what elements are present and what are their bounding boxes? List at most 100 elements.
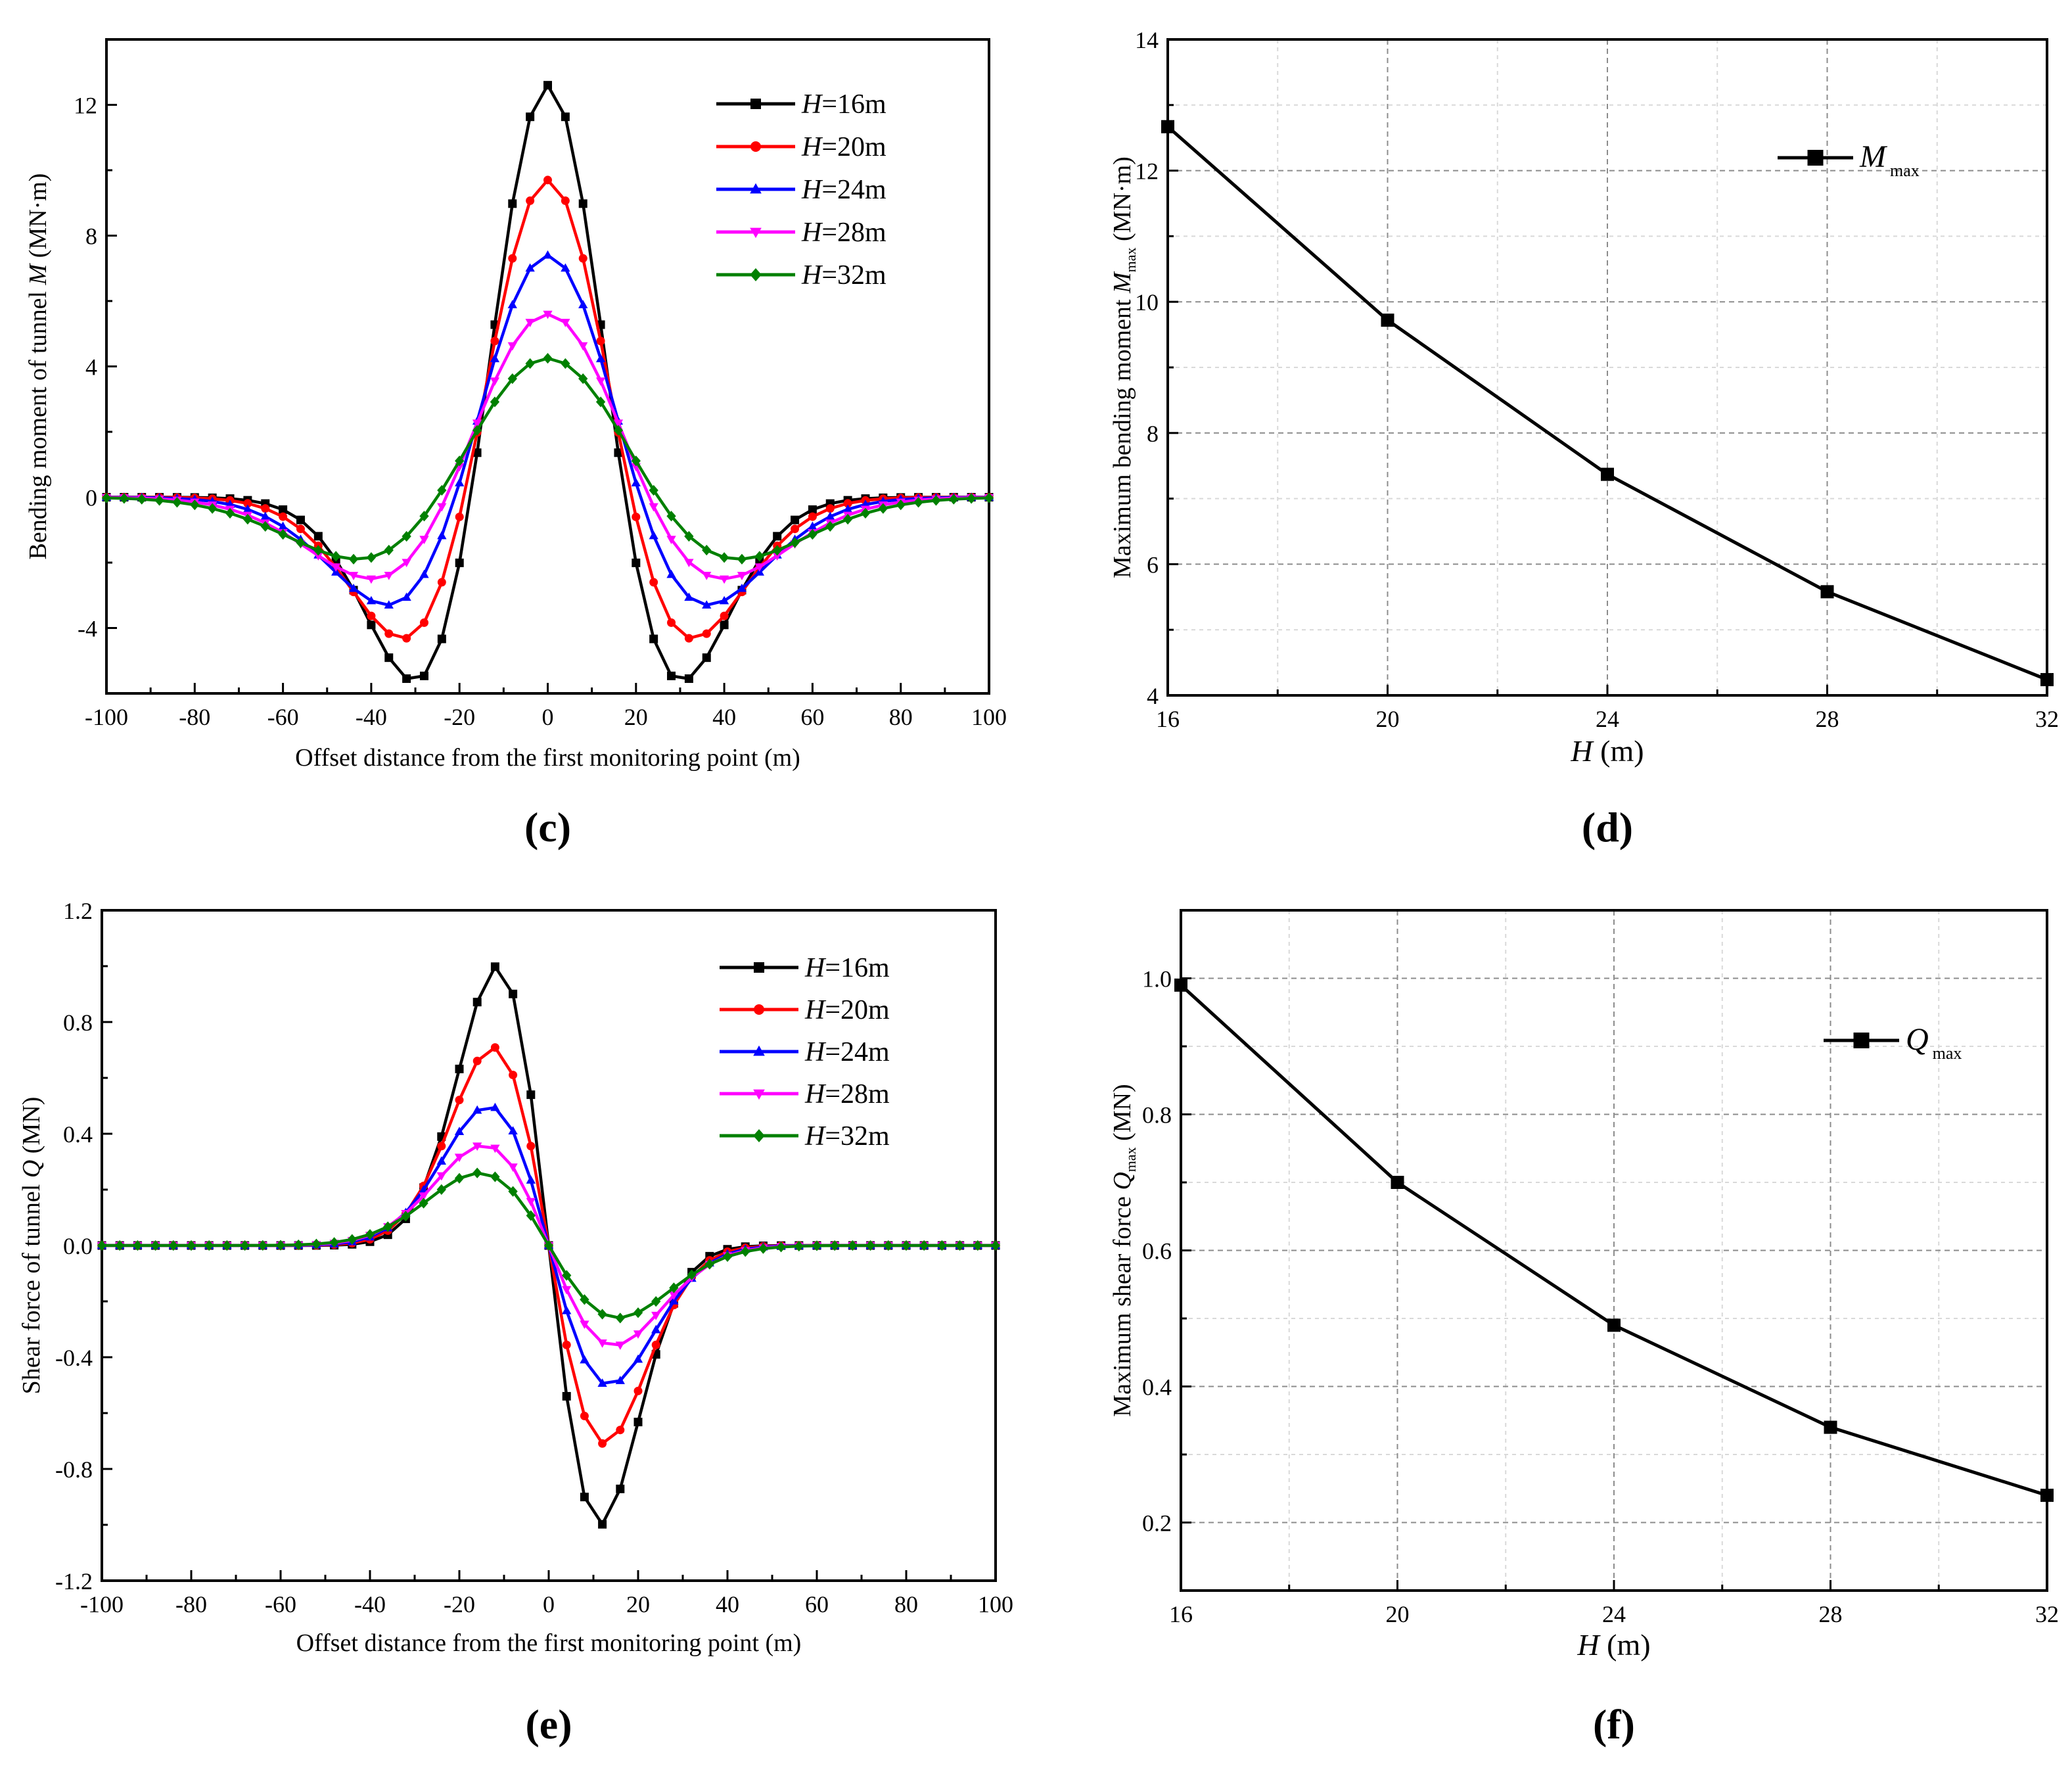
data-point [296,524,305,534]
data-point [294,1239,304,1251]
data-point [754,551,764,562]
y-tick-label: 12 [74,93,97,119]
data-point [613,425,624,436]
data-point [543,81,552,90]
data-point [669,1282,679,1293]
data-point [633,1307,643,1318]
data-point [580,1355,589,1364]
data-point [562,1340,571,1349]
data-point [825,504,835,513]
data-point [949,494,959,505]
data-point [366,552,377,563]
data-point [526,1175,536,1184]
data-point [966,493,977,504]
data-point [437,530,447,540]
data-point [419,511,429,522]
data-point [279,505,288,514]
data-point [578,254,587,263]
series-line [106,178,989,640]
data-point [825,511,835,521]
x-tick-label: 24 [1602,1601,1626,1627]
y-tick-label: 0.6 [1142,1238,1172,1265]
panel-label: (f) [1593,1701,1635,1748]
data-point [490,377,500,386]
data-point [651,1340,660,1349]
data-point [137,494,147,505]
data-point [313,545,323,556]
data-point [436,1184,446,1196]
x-tick-label: -60 [265,1591,296,1617]
data-point [367,620,376,630]
data-point [436,1172,446,1181]
data-point [812,1240,822,1251]
data-point [737,584,747,592]
data-point [901,1240,911,1251]
data-point [1161,120,1174,133]
data-point [616,1484,625,1493]
data-point [687,1269,697,1280]
data-point [455,512,464,521]
data-point [791,515,800,524]
x-tick-label: 16 [1156,706,1180,732]
data-point [331,563,341,572]
data-point [154,495,164,506]
data-point [669,1291,679,1300]
data-point [437,1142,446,1151]
data-point [578,300,588,309]
data-point [722,1251,733,1262]
data-point [97,1240,107,1251]
x-axis-title: H (m) [1570,734,1644,768]
panel-label: (c) [524,804,571,850]
x-tick-label: 100 [971,704,1007,730]
data-point [186,1240,196,1251]
data-point [666,569,676,578]
data-point [632,558,641,567]
x-tick-label: 80 [889,704,913,730]
data-point [702,544,712,556]
data-point [794,1240,804,1252]
data-point [561,358,570,369]
data-point [719,575,729,584]
series-Mmax [1161,120,2054,687]
data-point [578,342,588,351]
data-point [455,455,465,467]
data-point [472,1056,482,1065]
data-point [402,559,411,568]
data-point [225,507,235,519]
y-tick-label: -0.4 [55,1345,93,1371]
data-point [937,1240,947,1251]
y-tick-label: 0.4 [1142,1374,1172,1401]
data-point [720,620,729,630]
data-point [830,1240,840,1251]
x-tick-label: 20 [1376,706,1400,732]
data-point [472,1167,482,1178]
data-point [472,998,482,1007]
legend-marker [750,99,761,109]
data-point [990,1240,1001,1251]
data-point [790,537,800,548]
legend-marker [750,268,762,281]
data-point [578,199,587,208]
y-tick-label: -4 [78,616,97,642]
data-point [525,358,535,369]
data-point [896,500,906,511]
legend-label: H=20m [801,132,886,162]
legend-label: H=28m [801,218,886,248]
data-point [472,1105,482,1114]
legend-marker [753,1129,765,1142]
series-Qmax [1174,978,2054,1502]
data-point [347,1234,357,1245]
data-point [543,310,553,319]
data-point [526,112,535,122]
data-point [419,1192,428,1201]
series-H=24m [101,250,994,609]
data-point [472,425,482,436]
data-point [702,653,711,663]
y-axis-title: Maximum shear force Qmax (MN) [1109,1084,1139,1416]
data-point [472,419,482,429]
y-axis-title: Shear force of tunnel Q (MN) [18,1097,45,1395]
data-point [543,250,553,259]
data-point [436,1156,446,1165]
